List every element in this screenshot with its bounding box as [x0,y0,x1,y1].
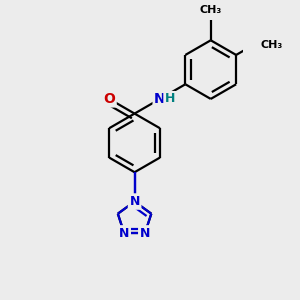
Text: CH₃: CH₃ [200,5,222,15]
Text: N: N [129,195,140,208]
Text: CH₃: CH₃ [260,40,282,50]
Text: N: N [119,227,129,240]
Text: N: N [119,227,129,240]
Text: N: N [129,195,140,208]
Text: N: N [140,227,150,240]
Text: N: N [140,227,150,240]
Text: O: O [103,92,115,106]
Text: H: H [165,92,175,105]
Text: N: N [154,92,166,106]
